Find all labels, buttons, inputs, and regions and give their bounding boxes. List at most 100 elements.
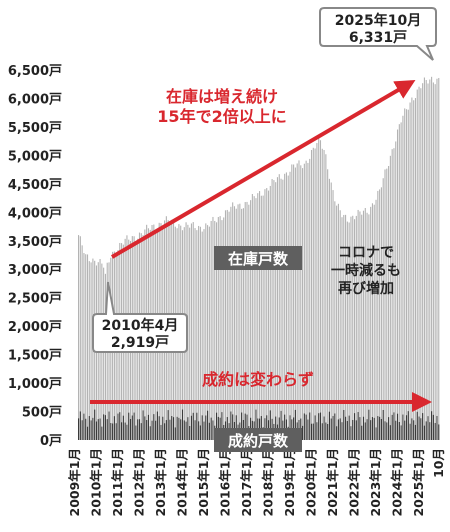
sales-bar	[266, 415, 268, 440]
stock-bar	[242, 208, 244, 440]
sales-bar	[404, 420, 406, 440]
stock-bar	[248, 204, 250, 440]
stock-bar	[422, 83, 424, 441]
sales-bar	[180, 419, 182, 440]
stock-bar	[78, 235, 80, 440]
sales-bar	[357, 412, 359, 440]
stock-bar	[391, 149, 393, 440]
stock-bar	[362, 210, 365, 440]
sales-bar	[183, 420, 185, 440]
stock-bar	[305, 160, 307, 440]
sales-bar	[427, 416, 429, 440]
x-tick-label: 2009年1月	[67, 448, 82, 517]
stock-bar	[199, 226, 201, 440]
stock-bar	[81, 245, 83, 440]
stock-bar	[371, 203, 374, 440]
sales-bar	[165, 420, 167, 440]
stock-bar	[343, 214, 345, 440]
sales-bar	[302, 425, 304, 440]
sales-bar	[106, 419, 108, 440]
stock-bar	[241, 208, 243, 440]
stock-bar	[266, 188, 268, 440]
stock-bar	[278, 174, 280, 440]
sales-bar	[81, 420, 83, 440]
y-tick-label: 3,500戸	[8, 235, 62, 250]
sales-bar	[235, 415, 237, 440]
stock-bar	[375, 199, 377, 440]
sales-bar	[436, 415, 438, 440]
sales-bar	[128, 412, 130, 440]
stock-bar	[402, 115, 404, 441]
sales-bar	[323, 416, 325, 440]
sales-bar	[255, 409, 257, 440]
sales-bar	[174, 427, 176, 440]
sales-bar	[305, 414, 307, 440]
stock-bar	[103, 267, 105, 440]
sales-bar	[364, 422, 366, 440]
sales-bar	[86, 426, 89, 440]
sales-bar	[418, 416, 420, 440]
x-tick-label: 2014年1月	[174, 448, 189, 517]
stock-bar	[273, 180, 275, 440]
sales-bar	[108, 411, 110, 440]
stock-bar	[309, 158, 311, 440]
sales-bar	[393, 412, 395, 440]
sales-bar	[382, 410, 384, 440]
sales-bar	[289, 415, 291, 440]
y-tick-label: 6,500戸	[8, 64, 62, 79]
y-tick-label: 1,500戸	[8, 349, 62, 364]
stock-bar	[255, 198, 257, 440]
sales-bar	[78, 418, 80, 440]
stock-bar	[405, 109, 408, 441]
sales-bar	[207, 410, 209, 440]
sales-bar	[201, 415, 203, 440]
sales-bar	[230, 411, 232, 440]
stock-bar	[330, 182, 332, 440]
sales-bar	[160, 424, 162, 440]
stock-bar	[250, 200, 252, 440]
sales-bar	[244, 413, 246, 440]
stock-bar	[432, 82, 434, 440]
x-tick-label: 2010年1月	[88, 448, 103, 517]
stock-bar	[294, 167, 296, 440]
sales-bar	[232, 414, 234, 440]
sales-bar	[135, 425, 137, 440]
stock-bar	[339, 210, 341, 440]
sales-bar	[325, 422, 327, 440]
stock-bar	[264, 189, 266, 440]
sales-bar	[409, 423, 411, 440]
sales-bar	[280, 410, 282, 440]
sales-bar	[400, 425, 402, 440]
sales-bar	[212, 420, 214, 440]
latest-callout-box	[319, 7, 437, 61]
stock-bar	[348, 222, 350, 440]
sales-bar	[425, 421, 427, 440]
sales-bar	[162, 416, 164, 440]
x-tick-label: 2013年1月	[153, 448, 168, 517]
sales-bar	[395, 420, 397, 440]
stock-bar	[208, 226, 210, 440]
sales-bar	[414, 424, 417, 440]
stock-bar	[232, 202, 234, 440]
stock-bar	[400, 122, 402, 440]
stock-bar	[296, 163, 298, 440]
sales-bar	[137, 419, 139, 440]
sales-bar	[371, 417, 374, 440]
stock-bar	[230, 206, 232, 440]
stock-bar	[307, 162, 309, 440]
stock-bar	[434, 84, 436, 440]
stock-arrow-text-2: 15年で2倍以上に	[157, 107, 286, 126]
stock-bar	[314, 148, 316, 440]
sales-bar	[205, 415, 207, 440]
sales-bar	[172, 417, 175, 440]
stock-bar	[198, 225, 200, 440]
stock-bar	[85, 254, 87, 440]
sales-bar	[294, 409, 296, 440]
stock-bar	[190, 223, 193, 440]
x-tick-label: 2015年1月	[196, 448, 211, 517]
stock-legend-bg	[214, 246, 302, 270]
sales-bar	[208, 422, 210, 440]
sales-bar	[422, 413, 424, 440]
sales-bar	[112, 423, 114, 440]
stock-bar	[429, 79, 431, 440]
